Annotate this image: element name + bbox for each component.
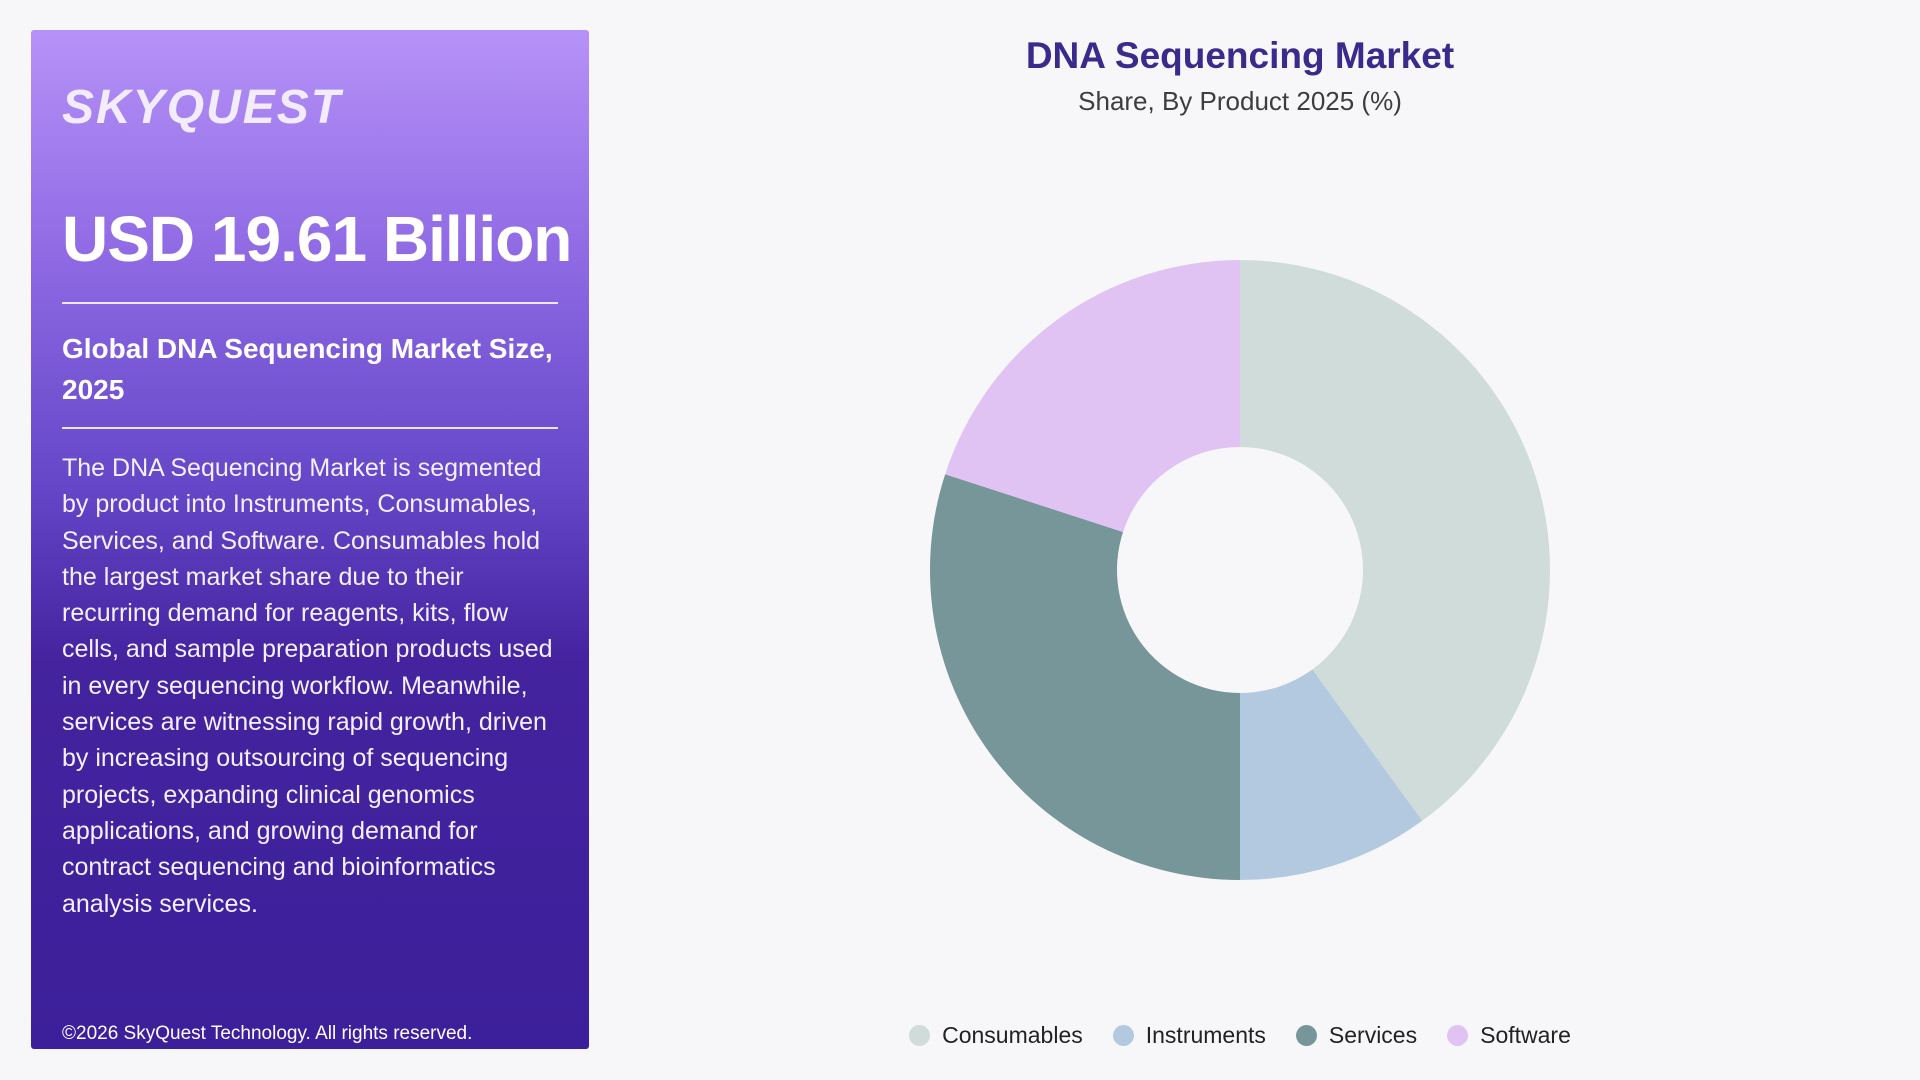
legend-label: Software (1480, 1021, 1571, 1048)
legend-item-services: Services (1295, 1021, 1418, 1049)
slice-instruments (1240, 669, 1423, 880)
legend-label: Instruments (1145, 1021, 1266, 1048)
chart-legend: Consumables Instruments Services Software (880, 1020, 1600, 1050)
legend-item-consumables: Consumables (909, 1022, 1083, 1049)
divider-top (62, 302, 558, 304)
divider-bottom (62, 427, 558, 429)
market-summary-panel: SKYQUEST USD 19.61 Billion Global DNA Se… (31, 30, 589, 1049)
legend-label: Services (1328, 1021, 1418, 1048)
legend-swatch (1447, 1024, 1469, 1046)
donut-chart (930, 260, 1550, 880)
slice-services (930, 474, 1240, 880)
slice-software (945, 260, 1240, 532)
market-size-subtitle: Global DNA Sequencing Market Size, 2025 (62, 333, 553, 405)
legend-swatch (909, 1024, 931, 1046)
chart-subtitle: Share, By Product 2025 (%) (1078, 86, 1402, 116)
skyquest-logo: SKYQUEST (62, 81, 343, 134)
legend-swatch (1295, 1024, 1317, 1046)
market-description: The DNA Sequencing Market is segmented b… (62, 454, 553, 918)
copyright-notice: ©2026 SkyQuest Technology. All rights re… (62, 1023, 473, 1044)
legend-swatch (1112, 1024, 1134, 1046)
slice-consumables (1240, 260, 1550, 821)
legend-item-software: Software (1447, 1022, 1571, 1049)
legend-item-instruments: Instruments (1112, 1021, 1266, 1049)
market-value: USD 19.61 Billion (62, 203, 572, 275)
legend-label: Consumables (942, 1021, 1083, 1048)
chart-title: DNA Sequencing Market (1025, 35, 1455, 76)
